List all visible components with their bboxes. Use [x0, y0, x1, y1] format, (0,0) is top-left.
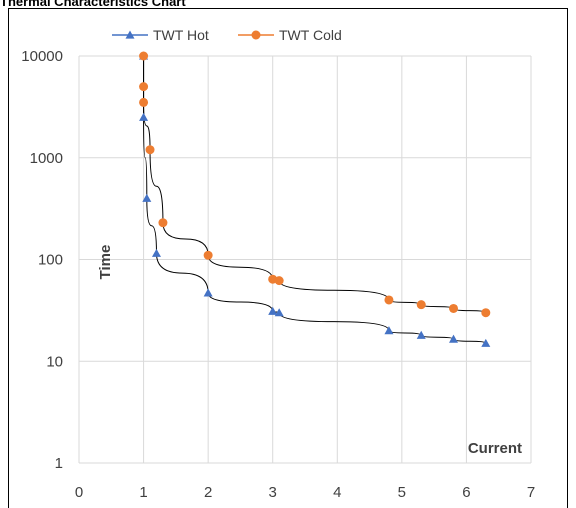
hot-data-point: [481, 338, 491, 347]
marker-layer: [139, 51, 491, 347]
hot-data-point: [268, 306, 278, 315]
x-tick-label: 4: [333, 484, 341, 501]
y-tick-label: 10: [46, 353, 63, 370]
grid-layer: [78, 55, 532, 464]
x-tick-label: 5: [398, 484, 406, 501]
legend-marker-0: [125, 30, 135, 39]
hot-data-point: [274, 308, 284, 317]
hot-data-point: [151, 248, 161, 257]
hot-data-point: [203, 288, 213, 297]
hot-data-point: [449, 334, 459, 343]
y-tick-label: 10000: [21, 48, 63, 65]
series-curve-0: [143, 56, 487, 344]
hot-data-point: [142, 193, 152, 202]
x-tick-label: 6: [462, 484, 470, 501]
x-tick-label: 0: [75, 484, 83, 501]
curve-layer: [143, 56, 487, 344]
cold-data-point: [203, 250, 213, 260]
legend-label-1: TWT Cold: [279, 27, 342, 43]
x-tick-label: 2: [204, 484, 212, 501]
y-axis-label: Time: [97, 245, 114, 280]
chart-title: Thermal Characteristics Chart: [0, 0, 186, 9]
cold-data-point: [139, 97, 149, 107]
cold-data-point: [274, 276, 284, 286]
cold-data-point: [384, 295, 394, 305]
legend: TWT Hot TWT Cold: [112, 27, 342, 43]
cold-data-point: [139, 51, 149, 61]
y-tick-label: 1: [55, 455, 63, 472]
x-tick-label: 1: [139, 484, 147, 501]
hot-data-point: [416, 330, 426, 339]
x-tick-label: 3: [269, 484, 277, 501]
cold-data-point: [416, 300, 426, 310]
y-tick-label: 100: [38, 252, 63, 269]
cold-data-point: [481, 308, 491, 318]
cold-data-point: [449, 303, 459, 313]
legend-marker-1: [251, 30, 261, 40]
cold-data-point: [158, 218, 168, 228]
chart-frame: [8, 8, 568, 508]
x-axis-label: Current: [468, 440, 522, 457]
hot-data-point: [384, 326, 394, 335]
cold-data-point: [139, 82, 149, 92]
cold-data-point: [145, 145, 155, 155]
x-tick-label: 7: [527, 484, 535, 501]
hot-data-point: [139, 112, 149, 121]
legend-label-0: TWT Hot: [153, 27, 209, 43]
y-tick-label: 1000: [30, 150, 63, 167]
